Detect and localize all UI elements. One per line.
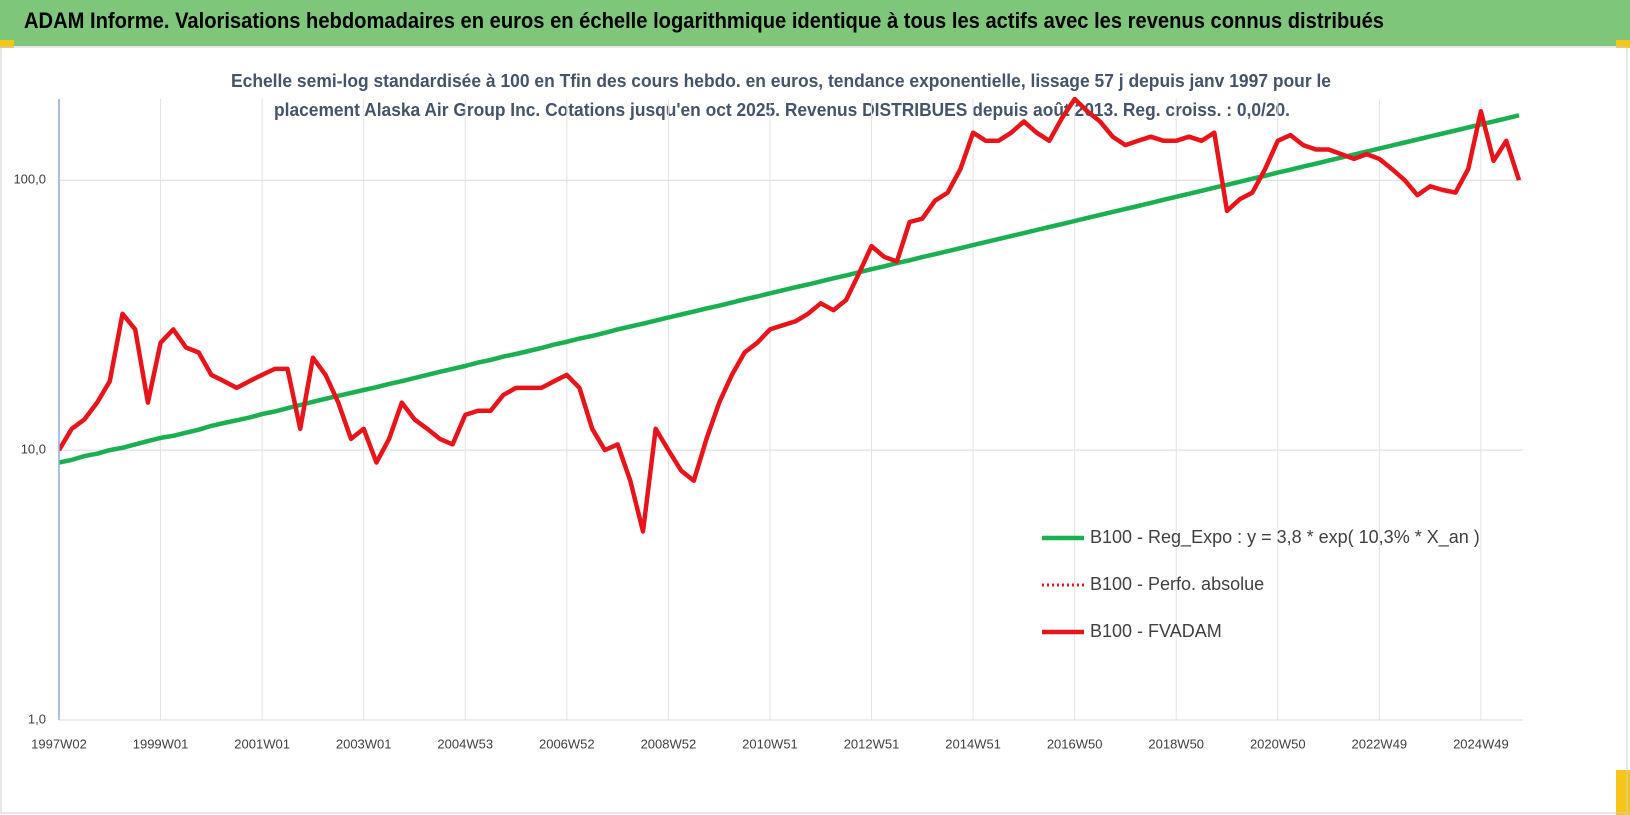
corner	[0, 40, 14, 48]
legend-label: B100 - Perfo. absolue	[1090, 574, 1264, 594]
x-tick-label: 2012W51	[844, 736, 900, 751]
y-tick-label: 100,0	[13, 172, 46, 187]
x-tick-label: 2014W51	[945, 736, 1001, 751]
y-tick-label: 10,0	[21, 442, 46, 457]
corner	[1616, 770, 1630, 815]
x-tick-label: 2010W51	[742, 736, 798, 751]
frame	[0, 46, 1628, 814]
x-tick-label: 2024W49	[1453, 736, 1509, 751]
chart-subtitle: placement Alaska Air Group Inc. Cotation…	[274, 100, 1290, 120]
x-tick-label: 2004W53	[437, 736, 493, 751]
series-line	[59, 97, 1522, 534]
x-tick-label: 2018W50	[1148, 736, 1204, 751]
x-tick-label: 1999W01	[133, 736, 189, 751]
x-tick-label: 2008W52	[641, 736, 697, 751]
x-tick-label: 2003W01	[336, 736, 392, 751]
x-tick-label: 1997W02	[31, 736, 87, 751]
x-tick-label: 2020W50	[1250, 736, 1306, 751]
legend-label: B100 - Reg_Expo : y = 3,8 * exp( 10,3% *…	[1090, 527, 1480, 548]
chart-subtitle: Echelle semi-log standardisée à 100 en T…	[231, 71, 1331, 91]
header-bar	[0, 0, 1630, 46]
x-tick-label: 2006W52	[539, 736, 595, 751]
x-tick-label: 2001W01	[234, 736, 290, 751]
legend-label: B100 - FVADAM	[1090, 621, 1222, 641]
corner	[1616, 40, 1630, 48]
y-tick-label: 1,0	[28, 711, 46, 726]
page-title: ADAM Informe. Valorisations hebdomadaire…	[24, 8, 1384, 33]
x-tick-label: 2022W49	[1352, 736, 1408, 751]
x-tick-label: 2016W50	[1047, 736, 1103, 751]
